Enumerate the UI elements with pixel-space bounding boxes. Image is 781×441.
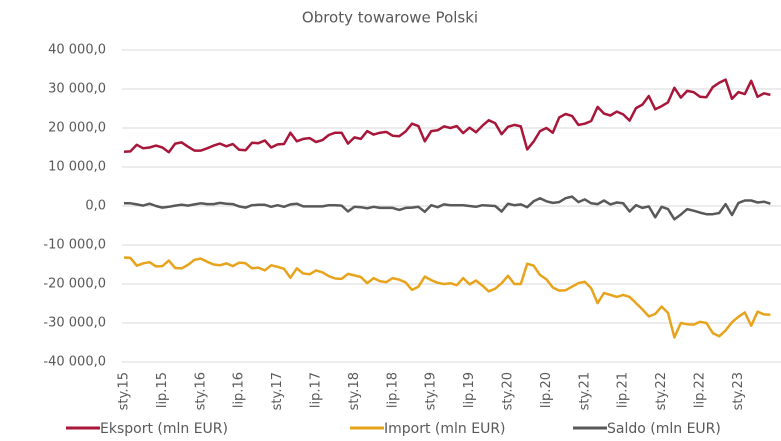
legend-label: Saldo (mln EUR) [607,421,721,437]
x-tick-label: lip.19 [462,372,477,408]
series-line [123,78,771,154]
series-line [123,256,771,339]
y-tick-label: -40 000,0 [43,355,106,370]
x-tick-label: sty.21 [577,372,592,410]
x-tick-label: sty.17 [270,372,285,410]
x-tick-label: lip.20 [539,372,554,408]
legend-label: Eksport (mln EUR) [100,421,228,437]
x-tick-label: lip.16 [232,372,247,408]
x-tick-label: sty.15 [117,372,132,410]
chart-title: Obroty towarowe Polski [302,9,478,27]
series-line [124,195,771,221]
y-tick-label: 0,0 [85,199,106,214]
x-tick-label: sty.16 [193,372,208,410]
y-tick-label: 20 000,0 [48,121,106,136]
x-tick-label: lip.18 [385,372,400,408]
x-tick-label: lip.15 [155,372,170,408]
y-tick-label: 30 000,0 [48,82,106,97]
x-tick-label: sty.19 [424,372,439,410]
x-tick-label: lip.21 [616,372,631,408]
y-tick-label: -20 000,0 [43,277,106,292]
x-tick-label: sty.20 [501,372,516,410]
x-tick-label: sty.22 [654,372,669,410]
y-tick-label: -30 000,0 [43,316,106,331]
x-tick-label: lip.22 [693,372,708,408]
y-tick-label: 40 000,0 [48,43,106,58]
y-tick-label: 10 000,0 [48,160,106,175]
legend-label: Import (mln EUR) [384,421,506,437]
x-tick-label: sty.23 [731,372,746,410]
x-tick-label: lip.17 [309,372,324,408]
x-tick-label: sty.18 [347,372,362,410]
y-tick-label: -10 000,0 [43,238,106,253]
